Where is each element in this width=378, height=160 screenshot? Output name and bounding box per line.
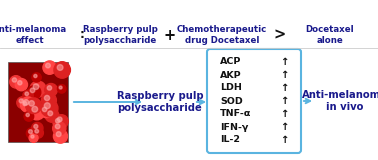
Circle shape [32,106,38,112]
Circle shape [29,130,33,134]
Circle shape [30,88,35,93]
Circle shape [24,112,34,121]
Circle shape [42,107,47,112]
Circle shape [23,100,29,105]
Circle shape [54,62,70,78]
Text: :: : [79,28,84,41]
Circle shape [34,74,37,78]
Circle shape [17,97,28,108]
Circle shape [48,111,53,116]
Circle shape [20,100,32,111]
Circle shape [10,76,22,88]
Text: ↑: ↑ [280,135,288,145]
Circle shape [57,65,63,70]
Circle shape [31,122,43,134]
Circle shape [18,81,22,85]
Circle shape [59,86,62,89]
Circle shape [26,113,29,117]
Circle shape [15,79,28,91]
Text: ↑: ↑ [280,122,288,132]
Circle shape [33,84,39,89]
Text: Chemotherapeutic
drug Docetaxel: Chemotherapeutic drug Docetaxel [177,25,267,45]
Text: ACP: ACP [220,57,242,67]
Circle shape [25,92,29,96]
Circle shape [40,105,53,118]
Text: ↑: ↑ [280,109,288,119]
Circle shape [46,63,50,68]
Circle shape [34,124,38,128]
Circle shape [44,95,50,101]
Circle shape [55,115,68,128]
Circle shape [43,61,56,74]
Text: ↑: ↑ [280,57,288,67]
Text: ↑: ↑ [280,83,288,93]
Circle shape [44,103,50,109]
FancyBboxPatch shape [207,49,301,153]
Text: IL-2: IL-2 [220,136,240,144]
Text: +: + [164,28,176,43]
Circle shape [56,132,61,136]
Circle shape [26,98,42,114]
Text: ↑: ↑ [280,70,288,80]
Circle shape [29,101,34,106]
Circle shape [28,86,41,99]
Circle shape [26,128,37,139]
Text: TNF-α: TNF-α [220,109,251,119]
Circle shape [33,128,43,138]
Text: SOD: SOD [220,96,243,105]
Circle shape [45,84,57,96]
Text: IFN-γ: IFN-γ [220,123,248,132]
Circle shape [12,78,17,82]
Text: Raspberry pulp
polysaccharide: Raspberry pulp polysaccharide [117,91,203,113]
Circle shape [30,81,46,97]
Text: Anti-melanoma
in vivo: Anti-melanoma in vivo [302,90,378,112]
Circle shape [20,97,36,112]
Circle shape [45,108,59,122]
Circle shape [53,129,67,143]
Circle shape [29,133,38,142]
Circle shape [56,119,60,123]
Circle shape [53,122,66,135]
Circle shape [35,129,39,133]
Circle shape [55,124,60,129]
Circle shape [53,116,65,129]
Circle shape [57,117,62,122]
Circle shape [57,85,66,93]
Text: >: > [274,28,286,43]
Text: Anti-melanoma
effect: Anti-melanoma effect [0,25,67,45]
Circle shape [32,73,41,82]
Circle shape [19,99,23,103]
Text: Raspberry pulp
polysaccharide: Raspberry pulp polysaccharide [82,25,158,45]
Circle shape [41,100,58,117]
Circle shape [47,86,52,90]
Text: Docetaxel
alone: Docetaxel alone [306,25,354,45]
Circle shape [29,104,45,120]
Text: AKP: AKP [220,71,242,80]
Circle shape [31,135,34,138]
Bar [8,62,68,142]
Text: ↑: ↑ [280,96,288,106]
Circle shape [23,102,27,106]
Circle shape [42,93,56,108]
Circle shape [23,90,33,100]
Text: LDH: LDH [220,84,242,92]
